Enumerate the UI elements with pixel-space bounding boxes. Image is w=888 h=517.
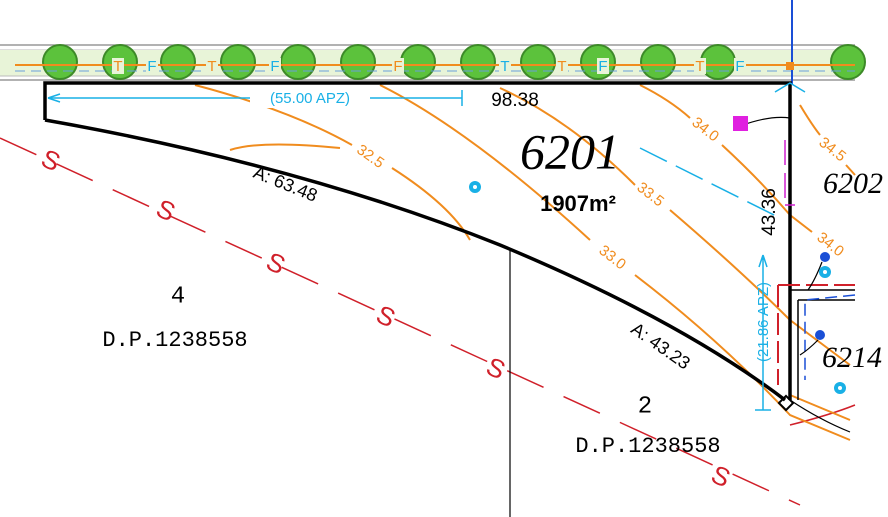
contour-label: 34.0 [689,114,722,145]
service-label: T [207,58,216,75]
service-label: F [270,58,279,75]
dimension-label: 43.36 [759,188,780,236]
arc-label: A: 63.48 [251,162,321,206]
dimension-label: 98.38 [491,90,539,111]
survey-marks [473,185,842,390]
marker [733,116,748,131]
service-label: F [393,58,402,75]
parcel-plan: D.P.1238558 [102,328,247,353]
contour-label: 34.0 [814,229,847,260]
service-label: T [113,58,122,75]
contour-label: 33.0 [596,242,629,273]
lot-number: 6214 [822,341,882,374]
contour-label: 34.5 [816,134,849,165]
point [815,330,825,340]
sewer-label: S [482,351,510,386]
parcel-lot: 4 [171,283,185,310]
lot-number: 6201 [520,123,620,179]
tree [281,45,315,79]
tree [461,45,495,79]
dimension-label: (55.00 APZ) [270,90,350,107]
service-label: T [500,58,509,75]
lot-area: 1907m² [540,191,616,216]
tree [341,45,375,79]
tree [43,45,77,79]
marker [786,62,794,70]
sewer-label: S [262,246,290,281]
service-label: F [147,58,156,75]
tree [521,45,555,79]
plan-drawing: TFTFFTTFTF SSSSSS [0,0,888,517]
sewer-label: S [372,299,400,334]
service-label: T [695,58,704,75]
lot-number: 6202 [823,167,883,200]
service-label: F [598,58,607,75]
sewer-label: S [152,193,180,228]
tree [701,45,735,79]
parcel-lot: 2 [638,393,652,420]
boundaries [45,83,855,517]
labels: (55.00 APZ) 98.38 6201 1907m² 6202 6214 … [102,88,883,459]
dimension-label: (21.86 APZ) [755,282,772,362]
arc-label: A: 43.23 [628,319,694,374]
contour-label: 33.5 [634,179,667,210]
tree [221,45,255,79]
tree [161,45,195,79]
tree [641,45,675,79]
tree [831,45,865,79]
sewer-label: S [37,143,65,178]
dimension-lines [48,83,805,410]
contour-label: 32.5 [353,141,387,172]
tree [401,45,435,79]
service-label: T [557,58,566,75]
parcel-plan: D.P.1238558 [575,434,720,459]
service-label: F [735,58,744,75]
